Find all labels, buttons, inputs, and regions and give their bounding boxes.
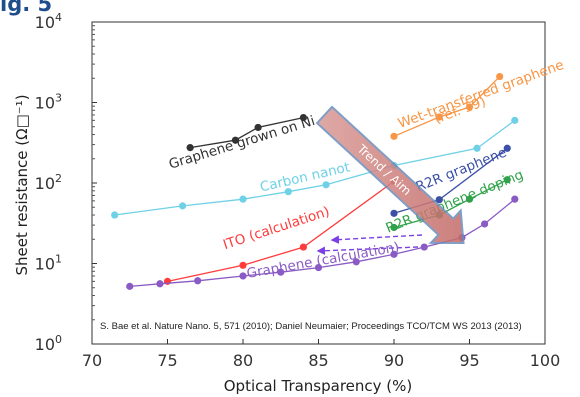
series-label: Graphene grown on Ni <box>167 113 317 173</box>
y-tick-label: 101 <box>35 253 62 274</box>
data-point <box>111 211 119 219</box>
data-point <box>126 282 134 290</box>
series-line <box>393 76 501 137</box>
x-axis-title: Optical Transparency (%) <box>224 377 413 395</box>
x-tick-label: 95 <box>459 351 479 370</box>
data-point <box>299 113 307 122</box>
data-point <box>322 181 330 189</box>
axis-ticks: 70 75 80 85 90 95 100 100 101 102 103 104 <box>35 11 561 370</box>
series-line <box>190 116 304 149</box>
x-tick-label: 70 <box>82 351 102 370</box>
y-tick-label: 100 <box>35 333 62 354</box>
data-point <box>314 263 323 272</box>
data-point <box>503 144 511 152</box>
data-point <box>496 72 504 81</box>
data-point <box>435 113 443 121</box>
series-line <box>129 198 516 288</box>
y-axis-title: Sheet resistance (Ω□⁻¹) <box>13 94 31 275</box>
data-point <box>284 188 292 196</box>
trend-arrow <box>315 105 465 245</box>
data-point <box>254 123 262 132</box>
y-tick-label: 102 <box>35 172 62 193</box>
data-point <box>239 195 247 203</box>
series-label: ITO (calculation) <box>221 204 332 254</box>
x-tick-label: 100 <box>530 351 561 370</box>
data-point <box>465 195 474 203</box>
data-point <box>156 280 164 288</box>
x-tick-label: 75 <box>157 351 177 370</box>
data-point <box>239 272 247 280</box>
x-tick-label: 80 <box>233 351 253 370</box>
series-line <box>393 179 508 229</box>
data-point <box>465 103 474 111</box>
data-point <box>390 250 398 258</box>
data-point <box>511 116 519 124</box>
data-point <box>277 268 285 276</box>
y-tick-label: 103 <box>35 92 62 113</box>
data-point <box>503 176 511 184</box>
data-point <box>511 195 519 203</box>
series-label: Carbon nanot <box>258 159 351 195</box>
data-point <box>231 136 240 144</box>
data-point <box>481 220 489 228</box>
data-point <box>473 144 481 152</box>
dashed-arrow-upper <box>330 234 423 244</box>
y-tick-label: 104 <box>35 11 62 32</box>
data-point <box>390 132 398 140</box>
trend-label: Trend / Aim <box>354 141 414 198</box>
data-point <box>390 209 398 217</box>
data-point <box>186 144 194 152</box>
citation: S. Bae et al. Nature Nano. 5, 571 (2010)… <box>100 321 522 332</box>
x-tick-label: 90 <box>384 351 404 370</box>
dashed-arrow-lower <box>316 246 419 255</box>
figure-header-fragment: ig. 5 <box>0 0 53 16</box>
series-line <box>167 180 395 283</box>
series-line <box>114 119 516 216</box>
x-tick-label: 85 <box>308 351 328 370</box>
data-point <box>352 258 360 266</box>
data-point <box>239 261 247 269</box>
series-label: Graphene (calculation) <box>245 239 400 282</box>
data-point <box>179 202 187 210</box>
data-point <box>420 243 428 251</box>
data-point <box>194 277 202 285</box>
data-point <box>435 196 443 204</box>
data-point <box>390 223 398 232</box>
data-point <box>299 243 307 251</box>
